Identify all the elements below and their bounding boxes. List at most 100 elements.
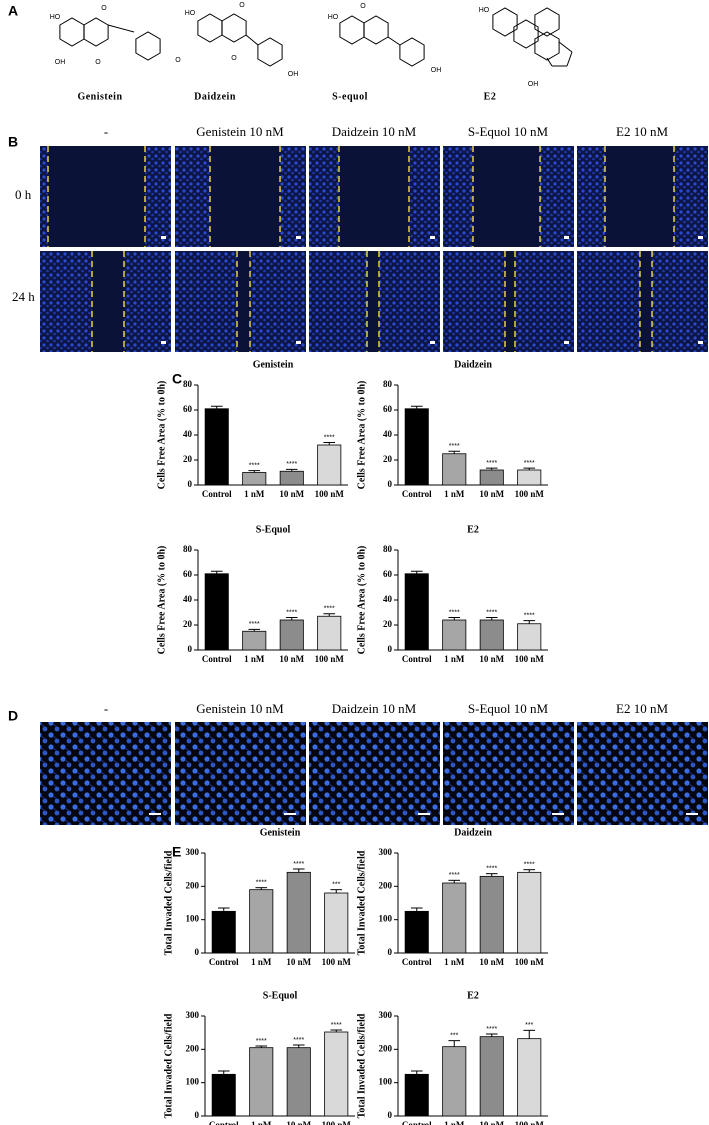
atom-label: O (95, 59, 101, 66)
y-axis-label: Cells Free Area (% to 0h) (356, 546, 367, 655)
significance: **** (486, 460, 497, 467)
structure-bond (387, 36, 401, 46)
micrograph (577, 722, 708, 825)
atom-label: O (175, 57, 181, 64)
structure-bond (566, 51, 573, 67)
row-label: 0 h (15, 187, 32, 202)
bar (286, 871, 311, 954)
bar (479, 875, 504, 954)
structure-ring (339, 15, 365, 45)
y-tick-label: 40 (383, 429, 393, 439)
y-tick-label: 300 (186, 847, 200, 857)
y-axis-label: Total Invaded Cells/field (356, 1013, 367, 1118)
structure-ring (197, 13, 223, 43)
y-tick-label: 80 (383, 544, 393, 554)
bar (242, 472, 267, 486)
y-axis-label: Cells Free Area (% to 0h) (156, 546, 167, 655)
compound-name: S-equol (332, 91, 368, 102)
bar (442, 453, 467, 486)
x-tick-label: Control (402, 1120, 432, 1125)
x-tick-label: 100 nM (515, 654, 545, 664)
chart-title: Genistein (260, 827, 301, 838)
x-tick-label: 1 nM (444, 489, 465, 499)
x-tick-label: 100 nM (515, 957, 545, 967)
atom-label: OH (288, 71, 299, 78)
structure-bond (558, 41, 573, 53)
y-axis-label: Total Invaded Cells/field (163, 1013, 174, 1118)
structure-ring (534, 31, 560, 61)
structure-ring (534, 7, 560, 37)
bar (517, 1038, 542, 1117)
atom-label: OH (528, 81, 539, 88)
bar (442, 1046, 467, 1117)
x-tick-label: Control (209, 1120, 239, 1125)
bar (249, 889, 274, 954)
x-tick-label: 100 nM (515, 489, 545, 499)
significance: **** (249, 621, 260, 628)
significance: **** (449, 872, 460, 879)
column-heading: S-Equol 10 nM (468, 701, 549, 716)
column-heading: Daidzein 10 nM (332, 701, 417, 716)
scratch-area (505, 251, 515, 352)
bar (479, 619, 504, 651)
scratch-area (640, 251, 652, 352)
scratch-area (48, 146, 145, 247)
significance: **** (324, 434, 335, 441)
x-tick-label: Control (402, 654, 432, 664)
chart-title: S-Equol (263, 990, 298, 1001)
y-tick-label: 80 (383, 379, 393, 389)
panel-label: D (8, 708, 18, 724)
y-tick-label: 60 (383, 569, 393, 579)
y-tick-label: 300 (379, 1010, 393, 1020)
bar (279, 619, 304, 651)
y-tick-label: 0 (195, 1110, 200, 1120)
x-tick-label: Control (402, 957, 432, 967)
y-tick-label: 100 (186, 914, 200, 924)
structure-ring (513, 19, 539, 49)
bar (324, 1031, 349, 1117)
scale-bar (161, 341, 166, 344)
y-tick-label: 100 (379, 914, 393, 924)
scale-bar (161, 236, 166, 239)
bar (317, 615, 342, 651)
significance: **** (524, 460, 535, 467)
structure-bond (107, 24, 135, 33)
significance: *** (450, 1033, 458, 1040)
atom-label: HO (50, 14, 61, 21)
x-tick-label: 10 nM (279, 654, 304, 664)
column-heading: E2 10 nM (616, 124, 668, 139)
micrograph (175, 722, 306, 825)
atom-label: OH (55, 59, 66, 66)
y-tick-label: 80 (183, 379, 193, 389)
column-heading: - (104, 124, 108, 139)
atom-label: O (239, 2, 245, 9)
x-tick-label: 100 nM (315, 654, 345, 664)
y-axis-label: Total Invaded Cells/field (356, 850, 367, 955)
y-tick-label: 200 (186, 880, 200, 890)
y-axis-label: Cells Free Area (% to 0h) (156, 381, 167, 490)
y-tick-label: 0 (388, 1110, 393, 1120)
y-tick-label: 40 (183, 594, 193, 604)
panel-label: A (8, 3, 18, 19)
scratch-area (92, 251, 124, 352)
structure-ring (59, 17, 85, 47)
y-tick-label: 200 (186, 1043, 200, 1053)
compound-name: E2 (484, 91, 497, 102)
column-heading: Daidzein 10 nM (332, 124, 417, 139)
y-tick-label: 60 (383, 404, 393, 414)
scratch-area (210, 146, 280, 247)
x-tick-label: 10 nM (479, 1120, 504, 1125)
bar (286, 1047, 311, 1117)
atom-label: HO (185, 10, 196, 17)
bar (517, 871, 542, 954)
compound-name: Daidzein (194, 91, 236, 102)
scratch-area (473, 146, 540, 247)
chart-title: Genistein (253, 359, 294, 370)
x-tick-label: 100 nM (315, 489, 345, 499)
y-tick-label: 20 (183, 619, 193, 629)
atom-label: HO (479, 7, 490, 14)
panel-label: E (172, 844, 181, 860)
x-tick-label: 10 nM (286, 1120, 311, 1125)
y-tick-label: 40 (183, 429, 193, 439)
